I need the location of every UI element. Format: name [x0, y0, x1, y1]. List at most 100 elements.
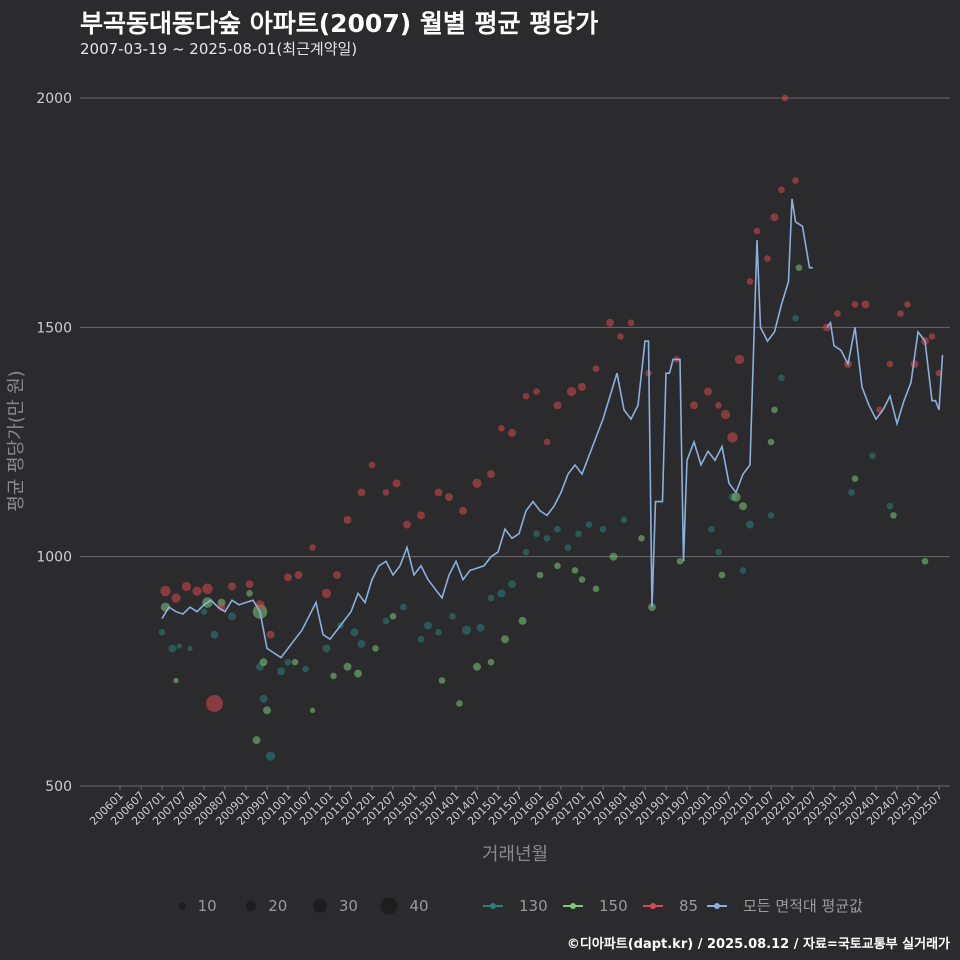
point-85 — [206, 694, 223, 712]
point-85 — [861, 300, 870, 309]
point-85 — [778, 186, 785, 194]
point-85 — [727, 432, 738, 443]
point-130 — [158, 629, 166, 636]
point-85 — [294, 571, 303, 579]
point-130 — [708, 525, 715, 533]
y-tick-label: 2000 — [36, 91, 72, 107]
point-130 — [792, 314, 799, 322]
point-85 — [543, 438, 551, 446]
legend-size-30 — [313, 899, 327, 913]
point-85 — [434, 488, 443, 497]
point-150 — [372, 645, 379, 652]
point-150 — [578, 576, 586, 583]
point-150 — [473, 662, 481, 671]
point-150 — [389, 612, 397, 620]
point-85 — [284, 573, 292, 582]
point-85 — [217, 603, 226, 612]
average-line — [161, 198, 944, 659]
point-150 — [291, 658, 299, 666]
point-150 — [259, 658, 268, 667]
credit-footer: ©디아파트(dapt.kr) / 2025.08.12 / 자료=국토교통부 실… — [566, 937, 950, 952]
point-85 — [392, 479, 401, 488]
point-85 — [746, 278, 754, 285]
point-130 — [508, 580, 516, 589]
legend-size-40 — [380, 897, 398, 915]
point-85 — [445, 493, 453, 501]
legend-size-label: 10 — [198, 897, 217, 915]
x-axis-title: 거래년월 — [482, 844, 548, 865]
point-130 — [461, 625, 472, 635]
point-130 — [417, 635, 425, 643]
point-130 — [620, 516, 628, 524]
point-130 — [259, 694, 268, 703]
average-line-segment-1 — [161, 198, 813, 659]
point-85 — [753, 227, 761, 235]
legend-size-20 — [245, 900, 257, 912]
point-130 — [265, 751, 276, 761]
scatter-points — [158, 94, 943, 761]
y-tick-label: 1000 — [36, 550, 72, 566]
point-85 — [764, 255, 771, 262]
point-85 — [533, 388, 540, 395]
y-axis-title: 평균 평당가(만 원) — [6, 370, 27, 511]
point-85 — [309, 544, 316, 551]
point-150 — [731, 492, 741, 502]
point-85 — [720, 409, 731, 420]
point-85 — [266, 630, 275, 639]
point-150 — [739, 502, 747, 511]
point-150 — [554, 562, 561, 570]
point-150 — [718, 571, 726, 579]
point-85 — [606, 318, 614, 327]
point-150 — [890, 512, 897, 519]
point-150 — [309, 707, 316, 713]
point-130 — [424, 621, 432, 630]
point-130 — [302, 665, 309, 673]
legend-dot-4 — [714, 903, 720, 909]
point-130 — [533, 530, 540, 538]
point-85 — [770, 213, 779, 222]
point-85 — [578, 383, 586, 391]
point-85 — [343, 516, 352, 524]
legend-series-label: 85 — [679, 897, 698, 915]
point-85 — [617, 333, 624, 340]
point-150 — [501, 635, 509, 644]
point-85 — [228, 582, 236, 591]
point-85 — [715, 402, 722, 409]
y-tick-label: 500 — [45, 779, 72, 795]
point-150 — [246, 590, 253, 597]
point-150 — [330, 672, 337, 680]
point-130 — [322, 644, 331, 653]
point-85 — [255, 600, 265, 610]
point-130 — [522, 548, 530, 556]
legend: 10 20 30 40 130 150 85 모든 면적대 평균값 — [178, 897, 863, 915]
legend-size-label: 20 — [268, 897, 287, 915]
y-tick-label: 1500 — [36, 320, 72, 336]
point-85 — [897, 310, 904, 317]
point-150 — [456, 700, 463, 707]
point-85 — [690, 401, 698, 410]
point-130 — [382, 617, 390, 625]
point-150 — [648, 603, 656, 612]
point-85 — [734, 354, 745, 365]
point-150 — [767, 438, 775, 446]
point-130 — [575, 530, 582, 538]
legend-series-label: 150 — [599, 897, 628, 915]
point-130 — [497, 589, 506, 598]
legend-series-label: 모든 면적대 평균값 — [743, 897, 863, 915]
point-150 — [173, 677, 179, 684]
point-85 — [904, 301, 911, 308]
point-150 — [263, 706, 271, 715]
point-130 — [599, 525, 607, 533]
point-85 — [245, 580, 254, 589]
point-130 — [284, 658, 292, 666]
point-130 — [277, 667, 285, 676]
point-150 — [638, 535, 645, 542]
point-85 — [487, 470, 495, 479]
point-85 — [886, 360, 894, 368]
average-line-segment-2 — [826, 320, 944, 427]
point-85 — [928, 333, 936, 340]
point-130 — [168, 644, 177, 653]
point-85 — [508, 428, 516, 437]
point-85 — [704, 387, 712, 396]
point-85 — [192, 586, 202, 596]
